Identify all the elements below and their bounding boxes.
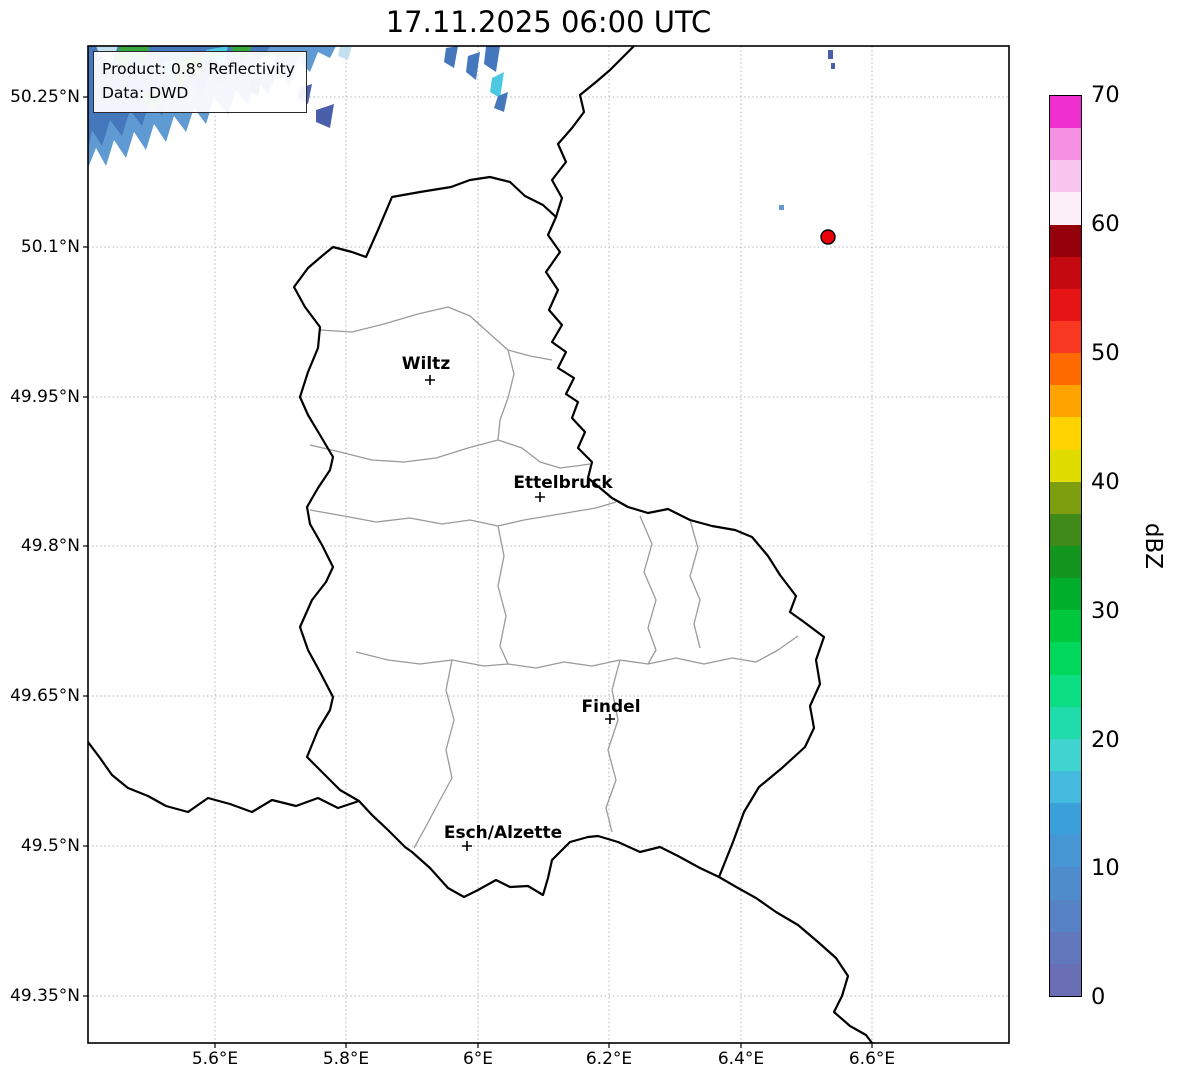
city-label-ettelbruck: Ettelbruck <box>513 473 613 493</box>
colorbar-segment <box>1050 288 1081 322</box>
figure-title: 17.11.2025 06:00 UTC <box>385 5 712 39</box>
lat-tick-1: 50.1°N <box>20 237 80 257</box>
lon-tick-5: 6.6°E <box>848 1049 896 1069</box>
colorbar-tick-20: 20 <box>1091 727 1120 753</box>
colorbar-segment <box>1050 128 1081 161</box>
colorbar-tick-0: 0 <box>1091 984 1106 1010</box>
colorbar-segment <box>1050 771 1081 804</box>
echo-speck-ne-2 <box>831 63 835 69</box>
lon-tick-0: 5.6°E <box>191 1049 239 1069</box>
colorbar-segment <box>1050 449 1081 482</box>
echo-specks-north <box>444 46 508 112</box>
city-marker-wiltz <box>425 375 435 385</box>
colorbar-segment <box>1050 353 1081 386</box>
data-source-line: Data: DWD <box>102 84 189 103</box>
lat-tick-2: 49.95°N <box>10 387 80 407</box>
belgium-germany-border <box>550 46 636 219</box>
lat-tick-3: 49.8°N <box>20 536 80 556</box>
city-label-wiltz: Wiltz <box>402 354 451 374</box>
city-markers <box>425 375 615 851</box>
colorbar-tick-40: 40 <box>1091 469 1120 495</box>
colorbar-segment <box>1050 738 1081 772</box>
colorbar-segment <box>1050 385 1081 418</box>
product-line: Product: 0.8° Reflectivity <box>102 60 295 78</box>
district-borders <box>309 306 799 849</box>
colorbar-tick-30: 30 <box>1091 598 1120 624</box>
city-label-esch-alzette: Esch/Alzette <box>444 823 562 843</box>
axis-tickmarks <box>83 96 873 1048</box>
colorbar-segment <box>1050 417 1081 450</box>
city-marker-esch-alzette <box>462 841 472 851</box>
colorbar-tick-70: 70 <box>1091 82 1120 108</box>
lon-tick-1: 5.8°E <box>322 1049 370 1069</box>
latitude-gridlines <box>88 96 1009 997</box>
colorbar-segment <box>1050 706 1081 739</box>
colorbar-segment <box>1050 642 1081 675</box>
colorbar-segment <box>1050 867 1081 900</box>
colorbar-segment <box>1050 578 1081 611</box>
colorbar-segments <box>1049 95 1082 997</box>
colorbar-segment <box>1050 899 1081 932</box>
radar-site-marker <box>820 229 836 245</box>
lat-tick-0: 50.25°N <box>10 87 80 107</box>
colorbar-segment <box>1050 224 1081 257</box>
colorbar-tick-10: 10 <box>1091 855 1120 881</box>
city-label-findel: Findel <box>581 697 640 717</box>
plot-border <box>87 45 1010 1044</box>
product-info-box: Product: 0.8° Reflectivity Data: DWD <box>93 51 307 114</box>
colorbar-segment <box>1050 192 1081 225</box>
colorbar-segment <box>1050 160 1081 193</box>
echo-speck-east <box>779 205 784 210</box>
colorbar-segment <box>1050 610 1081 643</box>
luxembourg-border <box>292 175 826 899</box>
colorbar-tick-60: 60 <box>1091 211 1120 237</box>
lon-tick-3: 6.2°E <box>585 1049 633 1069</box>
colorbar-segment <box>1050 674 1081 707</box>
lon-tick-4: 6.4°E <box>717 1049 765 1069</box>
city-marker-ettelbruck <box>535 492 545 502</box>
colorbar-segment <box>1050 546 1081 579</box>
city-marker-findel <box>605 714 615 724</box>
lat-tick-4: 49.65°N <box>10 686 80 706</box>
colorbar-segment <box>1050 963 1081 996</box>
lat-tick-6: 49.35°N <box>10 986 80 1006</box>
colorbar-segment <box>1050 931 1081 964</box>
colorbar-segment <box>1050 321 1081 354</box>
colorbar-unit-label: dBZ <box>1140 522 1166 570</box>
country-borders <box>88 46 874 1043</box>
belgium-france-border <box>88 740 361 814</box>
colorbar-segment <box>1050 513 1081 547</box>
colorbar-segment <box>1050 481 1081 514</box>
lon-tick-2: 6°E <box>462 1049 494 1069</box>
lat-tick-5: 49.5°N <box>20 836 80 856</box>
colorbar-segment <box>1050 96 1081 129</box>
colorbar-segment <box>1050 256 1081 289</box>
colorbar-tick-50: 50 <box>1091 340 1120 366</box>
echo-speck-ne-1 <box>828 50 833 59</box>
france-germany-border <box>717 875 874 1043</box>
colorbar-segment <box>1050 803 1081 836</box>
colorbar-segment <box>1050 835 1081 868</box>
